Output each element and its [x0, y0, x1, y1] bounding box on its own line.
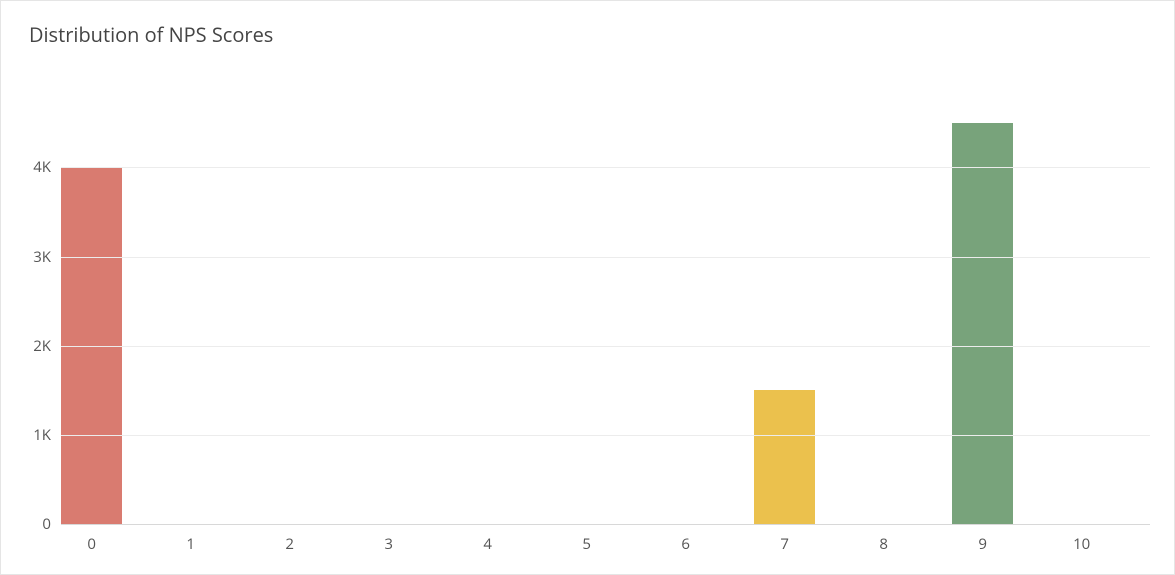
bar — [952, 123, 1013, 524]
y-axis-tick-label: 0 — [42, 514, 61, 534]
bar — [754, 390, 815, 524]
y-axis-tick-label: 2K — [33, 336, 61, 356]
grid-line — [61, 346, 1150, 347]
x-axis-tick-label: 8 — [879, 524, 888, 554]
x-axis-tick-label: 4 — [483, 524, 492, 554]
grid-line — [61, 167, 1150, 168]
chart-card: Distribution of NPS Scores 01K2K3K4K0123… — [0, 0, 1175, 575]
x-axis-tick-label: 2 — [285, 524, 294, 554]
chart-plot-area: 01K2K3K4K012345678910 — [61, 96, 1150, 524]
x-axis-tick-label: 3 — [384, 524, 393, 554]
grid-line — [61, 435, 1150, 436]
chart-title: Distribution of NPS Scores — [29, 21, 273, 48]
x-axis-tick-label: 5 — [582, 524, 591, 554]
x-axis-tick-label: 0 — [87, 524, 96, 554]
x-axis-tick-label: 10 — [1073, 524, 1090, 554]
x-axis-tick-label: 9 — [978, 524, 987, 554]
grid-line — [61, 257, 1150, 258]
x-axis-tick-label: 7 — [780, 524, 789, 554]
y-axis-tick-label: 4K — [33, 157, 61, 177]
y-axis-tick-label: 1K — [33, 425, 61, 445]
x-axis-tick-label: 1 — [186, 524, 195, 554]
y-axis-tick-label: 3K — [33, 247, 61, 267]
x-axis-tick-label: 6 — [681, 524, 690, 554]
chart-bars-layer — [61, 96, 1150, 524]
